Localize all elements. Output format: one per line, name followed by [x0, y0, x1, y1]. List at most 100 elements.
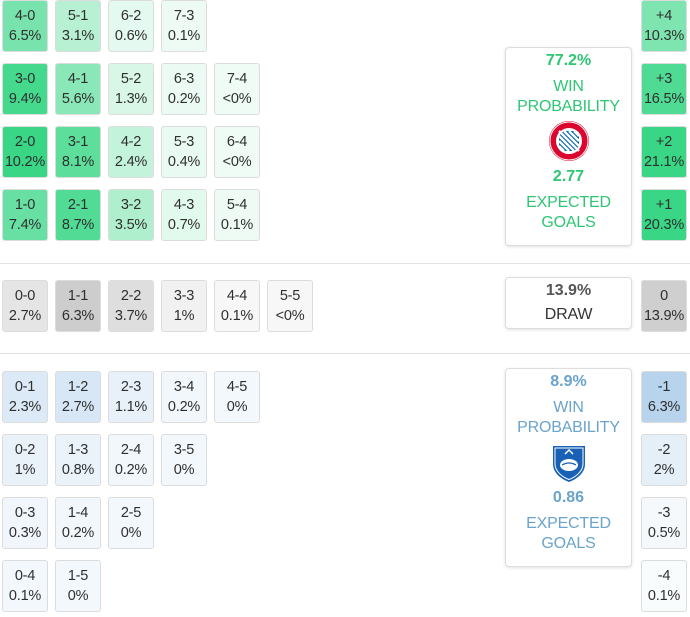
score-label: -1 [657, 379, 671, 395]
score-label: +4 [655, 8, 673, 24]
home-score-cell: 2-0 10.2% [2, 126, 48, 178]
score-label: 3-4 [173, 379, 195, 395]
probability-label: 0.8% [61, 462, 95, 478]
score-label: 3-0 [14, 71, 36, 87]
probability-label: 0.1% [220, 308, 254, 324]
goal-difference-cell: +3 16.5% [641, 63, 687, 115]
away-score-cell: 0-1 2.3% [2, 371, 48, 423]
score-label: 4-0 [14, 8, 36, 24]
probability-label: 3.1% [61, 28, 95, 44]
probability-label: 0% [226, 399, 248, 415]
draw-score-cell: 1-1 6.3% [55, 280, 101, 332]
probability-label: 21.1% [643, 154, 685, 170]
score-label: +2 [655, 134, 673, 150]
home-score-cell: 3-2 3.5% [108, 189, 154, 241]
score-label: 4-1 [67, 71, 89, 87]
score-label: 5-4 [226, 197, 248, 213]
probability-label: 2.4% [114, 154, 148, 170]
draw-label: DRAW [544, 306, 593, 323]
draw-score-cell: 0-0 2.7% [2, 280, 48, 332]
probability-label: 0.7% [167, 217, 201, 233]
probability-label: 1% [14, 462, 36, 478]
score-label: 4-3 [173, 197, 195, 213]
probability-label: <0% [222, 154, 252, 170]
probability-label: 0% [120, 525, 142, 541]
away-score-cell: 0-3 0.3% [2, 497, 48, 549]
away-win-percentage: 8.9% [550, 373, 587, 390]
home-score-cell: 4-0 6.5% [2, 0, 48, 52]
probability-label: 0.2% [61, 525, 95, 541]
score-label: 0-3 [14, 505, 36, 521]
bayern-crest-icon [548, 121, 589, 161]
score-label: 5-5 [279, 288, 301, 304]
probability-label: 2.7% [61, 399, 95, 415]
score-label: 2-1 [67, 197, 89, 213]
away-score-cell: 4-5 0% [214, 371, 260, 423]
hoffenheim-crest-icon [552, 446, 585, 482]
probability-label: <0% [275, 308, 305, 324]
probability-label: 0.2% [167, 91, 201, 107]
score-label: 0 [660, 288, 668, 304]
score-label: +1 [655, 197, 673, 213]
away-score-cell: 2-3 1.1% [108, 371, 154, 423]
probability-label: 1.3% [114, 91, 148, 107]
probability-label: 10.3% [643, 28, 685, 44]
probability-label: 1% [173, 308, 195, 324]
probability-label: 16.5% [643, 91, 685, 107]
probability-label: 6.3% [61, 308, 95, 324]
home-score-cell: 7-4 <0% [214, 63, 260, 115]
probability-label: 20.3% [643, 217, 685, 233]
away-score-cell: 1-5 0% [55, 560, 101, 612]
probability-label: 1.1% [114, 399, 148, 415]
home-score-cell: 3-1 8.1% [55, 126, 101, 178]
home-score-cell: 1-0 7.4% [2, 189, 48, 241]
score-label: 1-3 [67, 442, 89, 458]
away-score-cell: 1-3 0.8% [55, 434, 101, 486]
home-win-percentage: 77.2% [545, 52, 592, 69]
away-score-cell: 2-5 0% [108, 497, 154, 549]
score-label: 6-2 [120, 8, 142, 24]
home-expected-goals: 2.77 [552, 168, 585, 185]
home-score-cell: 6-4 <0% [214, 126, 260, 178]
score-label: -3 [657, 505, 671, 521]
score-label: 1-0 [14, 197, 36, 213]
draw-score-cell: 5-5 <0% [267, 280, 313, 332]
score-label: 4-2 [120, 134, 142, 150]
home-score-cell: 4-2 2.4% [108, 126, 154, 178]
away-xg-label-line1: EXPECTED [526, 515, 611, 532]
away-xg-label-line2: GOALS [541, 535, 596, 552]
away-win-label-line2: PROBABILITY [517, 419, 620, 436]
home-win-label-line1: WIN [553, 78, 584, 95]
score-label: 3-5 [173, 442, 195, 458]
draw-percentage: 13.9% [545, 282, 592, 299]
score-label: 6-4 [226, 134, 248, 150]
away-score-cell: 2-4 0.2% [108, 434, 154, 486]
away-score-cell: 0-4 0.1% [2, 560, 48, 612]
goal-difference-cell: 0 13.9% [641, 280, 687, 332]
home-score-cell: 3-0 9.4% [2, 63, 48, 115]
score-label: 3-2 [120, 197, 142, 213]
away-score-cell: 1-2 2.7% [55, 371, 101, 423]
draw-score-cell: 4-4 0.1% [214, 280, 260, 332]
home-win-label-line2: PROBABILITY [517, 98, 620, 115]
probability-label: 3.5% [114, 217, 148, 233]
probability-label: 2.3% [8, 399, 42, 415]
home-score-cell: 4-1 5.6% [55, 63, 101, 115]
home-score-cell: 5-1 3.1% [55, 0, 101, 52]
score-label: 5-1 [67, 8, 89, 24]
score-label: 2-2 [120, 288, 142, 304]
away-expected-goals: 0.86 [552, 489, 585, 506]
score-label: 2-3 [120, 379, 142, 395]
probability-label: 10.2% [4, 154, 46, 170]
score-label: 0-2 [14, 442, 36, 458]
probability-label: 8.1% [61, 154, 95, 170]
probability-label: 6.3% [647, 399, 681, 415]
away-score-cell: 3-5 0% [161, 434, 207, 486]
home-score-cell: 6-2 0.6% [108, 0, 154, 52]
goal-difference-cell: -4 0.1% [641, 560, 687, 612]
draw-card: 13.9% DRAW [505, 277, 632, 329]
probability-label: 7.4% [8, 217, 42, 233]
away-score-cell: 0-2 1% [2, 434, 48, 486]
probability-label: 6.5% [8, 28, 42, 44]
goal-difference-cell: -1 6.3% [641, 371, 687, 423]
